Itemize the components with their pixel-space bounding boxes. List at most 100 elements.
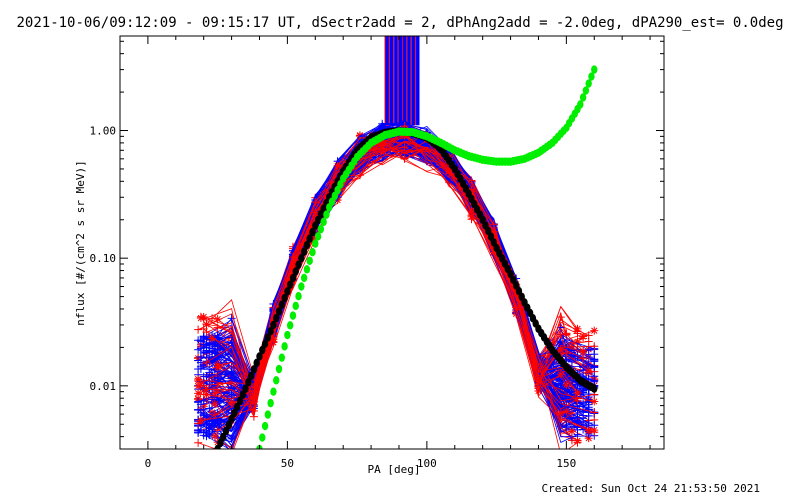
trace-marker xyxy=(210,378,219,387)
axes: 0 50 100 150 0.01 0.10 1.00 xyxy=(90,35,665,470)
black-fit-point xyxy=(220,432,227,442)
x-tick-label: 0 xyxy=(145,457,152,470)
trace-marker-stroke xyxy=(557,371,564,378)
trace-marker xyxy=(202,390,211,399)
green-fit-point xyxy=(273,376,280,385)
trace-marker xyxy=(196,408,205,417)
trace-marker-stroke xyxy=(591,398,598,405)
green-fit-point xyxy=(264,410,272,419)
trace-marker xyxy=(562,381,571,390)
trace-marker xyxy=(208,395,217,404)
black-fit-point xyxy=(217,438,224,448)
trace-marker-stroke xyxy=(574,437,581,444)
trace-line xyxy=(214,123,567,413)
trace-line xyxy=(217,149,584,395)
trace-line xyxy=(217,135,578,430)
trace-marker xyxy=(355,171,364,180)
green-fit-point xyxy=(284,330,291,340)
black-fit-point xyxy=(264,333,272,342)
black-fit-point xyxy=(233,402,241,412)
trace-marker xyxy=(590,326,599,335)
black-fit-point xyxy=(270,320,277,330)
black-fit-point xyxy=(275,307,283,316)
trace-marker-stroke xyxy=(468,208,475,215)
trace-line xyxy=(209,125,578,423)
trace-marker xyxy=(205,346,214,355)
green-fit-point xyxy=(281,342,288,351)
trace-marker xyxy=(590,428,599,437)
green-fit-point xyxy=(259,433,266,442)
trace-line xyxy=(211,134,578,427)
black-fit-point xyxy=(239,390,246,399)
trace-line xyxy=(206,134,584,433)
trace-marker xyxy=(199,332,208,341)
trace-marker xyxy=(400,154,409,163)
trace-marker xyxy=(567,427,576,436)
black-fit-point xyxy=(281,293,288,303)
green-fit-point xyxy=(295,291,302,301)
trace-marker-stroke xyxy=(211,400,219,408)
trace-line xyxy=(214,133,573,418)
trace-marker-stroke xyxy=(208,335,216,342)
trace-marker-stroke xyxy=(379,142,386,150)
trace-line xyxy=(217,139,578,427)
trace-marker xyxy=(584,419,593,428)
black-fit-point xyxy=(273,313,280,323)
green-fit-point xyxy=(306,256,313,265)
green-fit-point xyxy=(261,421,269,431)
trace-marker xyxy=(556,370,565,379)
green-fit-point xyxy=(292,301,299,311)
trace-marker-stroke xyxy=(194,390,202,397)
trace-line xyxy=(209,136,589,439)
trace-marker-stroke xyxy=(585,367,592,375)
trace-line xyxy=(209,140,573,419)
black-fit-point xyxy=(222,426,230,436)
green-fit-point xyxy=(323,210,330,219)
trace-line xyxy=(217,135,584,428)
green-fit-point xyxy=(300,273,308,283)
black-fit-point xyxy=(256,352,263,361)
trace-line xyxy=(197,142,573,390)
trace-marker xyxy=(584,426,593,435)
trace-line xyxy=(214,131,578,420)
green-fit-point xyxy=(303,265,311,274)
trace-line xyxy=(208,133,584,447)
black-fit-point xyxy=(278,300,286,309)
trace-marker xyxy=(208,334,217,343)
trace-line xyxy=(214,126,589,432)
black-fit-point xyxy=(228,414,235,424)
black-fit-point xyxy=(247,371,255,380)
trace-line xyxy=(217,127,573,433)
trace-line xyxy=(203,127,589,435)
black-fit-point xyxy=(236,396,244,405)
trace-marker-stroke xyxy=(211,432,219,440)
green-fit-point xyxy=(585,79,592,88)
black-fit-point xyxy=(292,267,299,276)
trace-line xyxy=(200,140,578,421)
trace-line xyxy=(206,126,589,424)
green-fit-point xyxy=(591,65,598,74)
trace-marker xyxy=(584,434,593,443)
trace-marker xyxy=(213,426,222,435)
chart-title: 2021-10-06/09:12:09 - 09:15:17 UT, dSect… xyxy=(16,15,784,31)
trace-marker-stroke xyxy=(574,389,581,397)
trace-marker xyxy=(202,319,211,328)
trace-marker-stroke xyxy=(203,391,210,398)
trace-marker xyxy=(467,215,476,224)
trace-line xyxy=(214,141,578,405)
trace-line xyxy=(214,135,573,397)
green-fit-point xyxy=(582,86,590,95)
trace-marker-stroke xyxy=(214,315,221,323)
trace-line xyxy=(206,129,595,449)
trace-marker-stroke xyxy=(211,390,219,397)
plot-frame xyxy=(119,35,665,450)
green-fit-point xyxy=(289,311,297,320)
trace-line xyxy=(214,119,584,419)
y-tick-label: 0.01 xyxy=(90,380,117,393)
trace-marker xyxy=(590,342,599,351)
trace-marker xyxy=(579,346,588,355)
black-fit-point xyxy=(309,227,316,237)
y-tick-label: 0.10 xyxy=(90,252,117,265)
trace-marker-stroke xyxy=(591,327,598,334)
trace-line xyxy=(211,143,589,414)
